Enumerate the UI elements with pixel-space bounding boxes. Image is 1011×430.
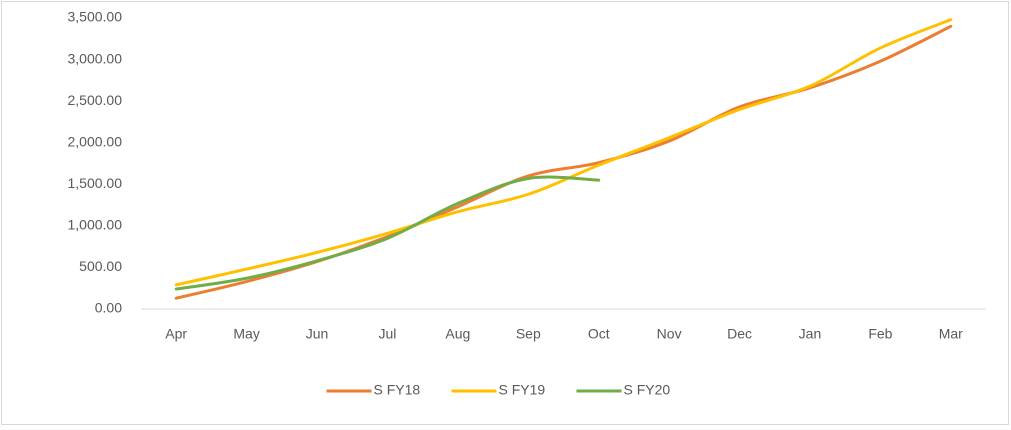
y-tick-label: 2,500.00 <box>68 92 123 108</box>
x-tick-label: Oct <box>588 326 610 342</box>
x-tick-label: Mar <box>939 326 963 342</box>
x-tick-label: Feb <box>868 326 892 342</box>
y-tick-label: 3,000.00 <box>68 50 123 66</box>
legend-label: S FY18 <box>374 382 421 398</box>
x-tick-label: Jul <box>379 326 397 342</box>
x-tick-label: May <box>233 326 259 342</box>
y-tick-label: 3,500.00 <box>68 9 123 25</box>
x-tick-label: Apr <box>165 326 187 342</box>
x-tick-label: Dec <box>727 326 752 342</box>
y-tick-label: 1,500.00 <box>68 175 123 191</box>
x-tick-label: Jun <box>306 326 329 342</box>
y-tick-label: 500.00 <box>79 258 122 274</box>
legend-label: S FY20 <box>624 382 671 398</box>
legend-label: S FY19 <box>499 382 546 398</box>
y-tick-label: 0.00 <box>95 300 122 316</box>
series-line <box>174 18 953 287</box>
x-tick-label: Jan <box>799 326 822 342</box>
series-line <box>174 175 601 291</box>
x-tick-label: Nov <box>657 326 682 342</box>
y-tick-label: 1,000.00 <box>68 217 123 233</box>
x-tick-label: Aug <box>445 326 470 342</box>
x-tick-label: Sep <box>516 326 541 342</box>
y-tick-label: 2,000.00 <box>68 133 123 149</box>
